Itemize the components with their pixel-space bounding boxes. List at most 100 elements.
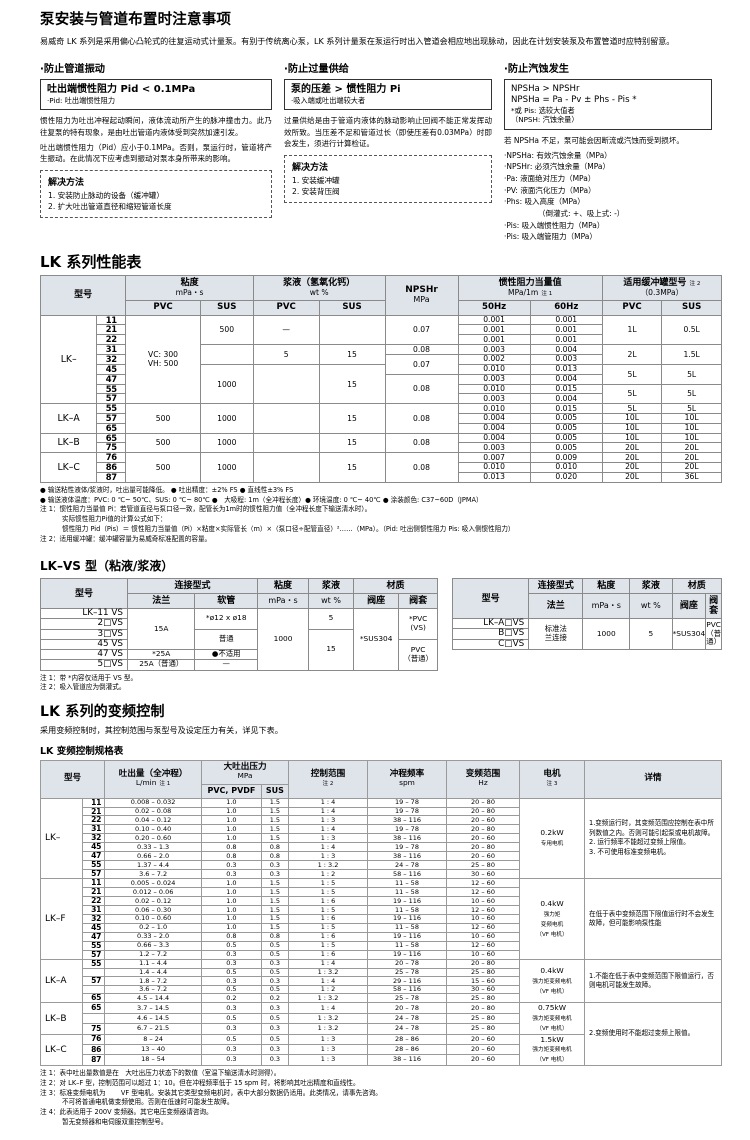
inertia-60hz: 0.005 [529, 442, 603, 454]
th-detail: 详情 [584, 759, 722, 799]
stroke-frequency: 19 – 78 [367, 797, 447, 808]
sleeve-cell: PVC （普通） [398, 638, 438, 671]
pressure-sus: 1.5 [260, 878, 290, 889]
slurry-sus: 15 [318, 432, 386, 454]
table-row: 47 VS *25A ●不适用 [40, 649, 438, 661]
vs-note: 注 2：吸入管道应为倒灌式。 [40, 683, 126, 692]
model-cell: LK–A [39, 403, 98, 434]
buffer-sus: 10L [661, 412, 722, 424]
inertia-50hz: 0.003 [457, 344, 531, 356]
control-range: 1 : 3.2 [288, 1013, 368, 1024]
flow-rate: 0.2 – 1.0 [104, 923, 203, 934]
npshr-value: 0.08 [384, 403, 459, 434]
stroke-frequency: 25 – 78 [367, 993, 447, 1004]
th-motor: 电机注 3 [519, 759, 585, 799]
th-slurry-unit: wt % [629, 593, 673, 620]
control-range: 1 : 4 [288, 824, 368, 835]
stroke-frequency: 11 – 58 [367, 905, 447, 916]
th-flange: 法兰 [528, 593, 584, 620]
inertia-60hz: 0.020 [529, 471, 603, 483]
npshr-value: 0.08 [384, 373, 459, 405]
flow-rate: 0.33 – 1.3 [104, 842, 203, 853]
pressure-pvc: 1.0 [201, 824, 262, 835]
model-code: 87 [81, 1054, 106, 1066]
solution-box: 解决方法 1. 安装防止脉动的设备（缓冲罐） 2. 扩大吐出管道直径和缩短管道长… [40, 170, 272, 219]
model-cell: LK–11 VS [40, 608, 128, 620]
perf-table-title: LK 系列性能表 [40, 252, 142, 271]
th-press-sus: SUS [260, 783, 290, 799]
table-row: LK–B 65 500 1000 15 0.08 0.004 0.005 10L 10L [39, 432, 722, 454]
pressure-pvc: 0.5 [201, 941, 262, 952]
table-row: C□VS [451, 638, 722, 650]
th-slurry: 浆液 [308, 577, 355, 595]
pressure-sus: 1.5 [260, 824, 290, 835]
model-code: 45 [96, 363, 127, 375]
motor-cell: 0.75kW 强力矩变频电机 （VF 电机） [519, 1002, 585, 1035]
frequency-range: 25 – 80 [446, 1013, 520, 1024]
pressure-sus: 0.3 [260, 869, 290, 880]
motor-power: 0.4kW [540, 898, 564, 908]
table-row: 3.6 – 7.2 0.5 0.5 1 : 2 58 – 116 30 – 60 [41, 985, 722, 995]
motor-power: 0.4kW [540, 966, 564, 976]
pressure-pvc: 0.5 [201, 985, 262, 995]
vs-note: 注 1：带 *内容仅适用于 VS 型。 [40, 673, 138, 682]
frequency-range: 12 – 60 [446, 887, 520, 898]
npsh-def: ·Pa: 液面绝对压力（MPa） [504, 174, 596, 184]
th-spm: 冲程频率 spm [367, 759, 447, 799]
inertia-60hz: 0.005 [529, 412, 603, 424]
pressure-sus: 0.5 [260, 1033, 290, 1045]
th-slurry-sus: SUS [318, 300, 386, 316]
table-row: 75 0.003 0.005 20L 20L [41, 442, 722, 454]
inertia-50hz: 0.010 [457, 383, 531, 395]
inertia-50hz: 0.001 [457, 314, 531, 326]
vf-note: 注 2：对 LK–F 型，控制范围可以超过 1：10。但在冲程频率低于 15 s… [40, 1078, 360, 1087]
inertia-60hz: 0.004 [529, 373, 603, 385]
viscosity-pvc: 500 [125, 432, 201, 454]
control-range: 1 : 3.2 [288, 993, 368, 1004]
control-range: 1 : 5 [288, 941, 368, 952]
model-cell: LK–A [40, 958, 83, 1004]
stroke-frequency: 19 – 116 [367, 914, 447, 925]
th-buf-sus: SUS [661, 300, 722, 316]
frequency-range: 10 – 60 [446, 950, 520, 960]
pressure-pvc: 1.0 [201, 815, 262, 826]
pressure-pvc: 0.3 [201, 1054, 262, 1066]
th-sleeve: 阀套 [398, 593, 438, 610]
viscosity-sus: 1000 [199, 363, 254, 405]
frequency-range: 20 – 60 [446, 833, 520, 844]
seat-cell: *SUS304 [671, 618, 707, 650]
vf-subtitle: LK 变频控制规格表 [40, 745, 124, 757]
stroke-frequency: 19 – 116 [367, 950, 447, 960]
model-cell: LK–A□VS [451, 618, 530, 630]
flow-rate: 0.04 – 0.12 [104, 815, 203, 826]
inertia-50hz: 0.010 [457, 403, 531, 414]
table-row: 87 0.013 0.020 20L 36L [41, 471, 722, 483]
buffer-sus: 36L [661, 471, 722, 483]
th-flow: 吐出量（全冲程） L/min 注 1 [104, 759, 203, 799]
vf-table: 型号 吐出量（全冲程） L/min 注 1 大吐出压力 MPa 控制范围注 2 冲… [39, 759, 722, 1066]
flow-rate: 4.5 – 14.4 [104, 993, 203, 1004]
npshr-value: 0.07 [384, 354, 459, 375]
model-code: 22 [96, 334, 127, 346]
th-60hz: 60Hz [529, 300, 603, 316]
stroke-frequency: 38 – 116 [367, 833, 447, 844]
motor-power: 0.2kW [540, 828, 564, 838]
npsh-def: ·Pis: 吸入端管阻力（MPa） [504, 232, 597, 242]
model-code: 87 [96, 471, 127, 483]
table-row: 55 1.37 – 4.4 0.3 0.3 1 : 3.2 24 – 78 25 – 80 [41, 860, 722, 871]
buffer-pvc: 10L [601, 422, 663, 434]
th-viscosity: 粘度 [257, 577, 310, 595]
vs-tables-row: 型号 连接型式 粘度 浆液 材质 法兰 软管 mPa・s wt % 阀座 阀套 [40, 577, 723, 671]
model-code: 11 [81, 797, 106, 808]
viscosity-pvc: 500 [125, 452, 201, 483]
frequency-range: 12 – 60 [446, 923, 520, 934]
buffer-pvc: 5L [601, 383, 663, 405]
buffer-sus: 10L [661, 432, 722, 444]
th-material: 材质 [671, 577, 723, 595]
stroke-frequency: 24 – 78 [367, 1013, 447, 1024]
motor-cell: 1.5kW 强力矩变频电机 （VF 电机） [519, 1033, 585, 1066]
table-row: LK– 11 VC: 300 VH: 500 500—0.07 0.001 0.001 1L 0… [39, 314, 722, 405]
inertia-60hz: 0.010 [529, 462, 603, 473]
pressure-pvc: 1.0 [201, 797, 262, 808]
vs-left-table: 型号 连接型式 粘度 浆液 材质 法兰 软管 mPa・s wt % 阀座 阀套 [40, 577, 438, 671]
